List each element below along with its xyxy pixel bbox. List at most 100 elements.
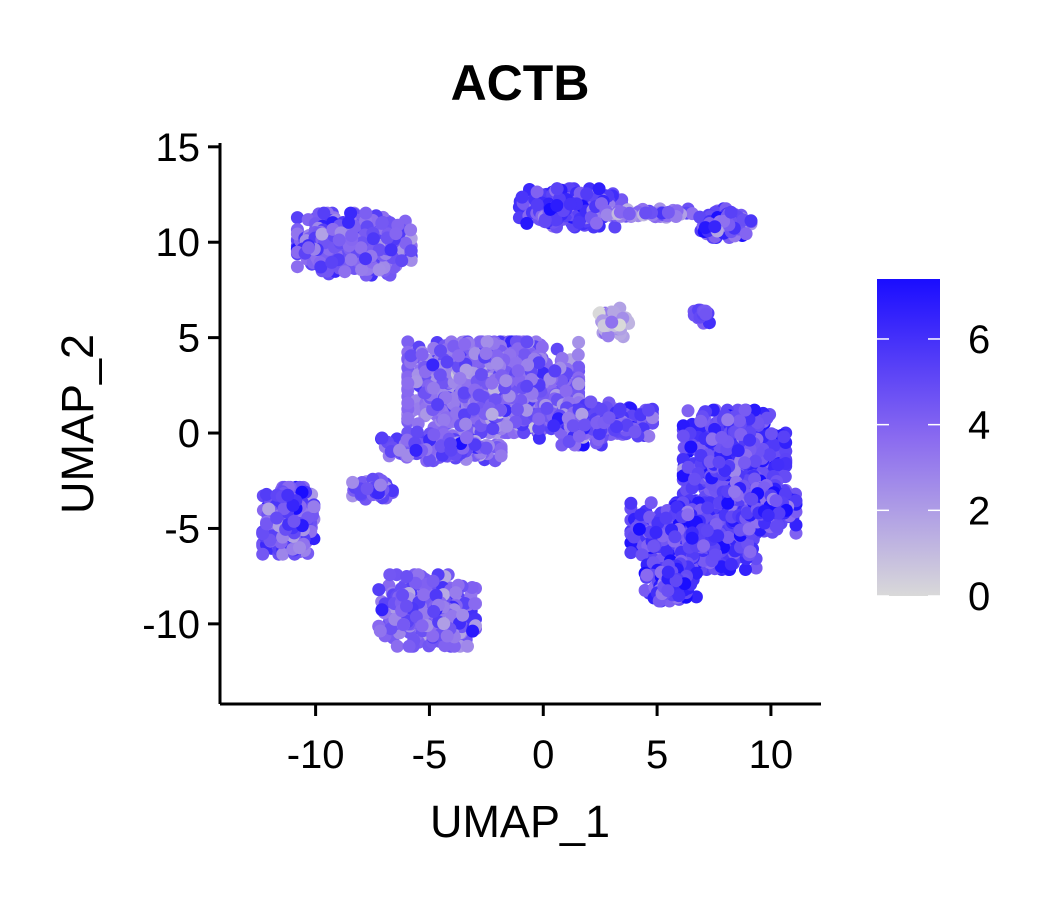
cell-point — [600, 208, 614, 222]
cell-point — [628, 425, 642, 439]
cell-point — [515, 190, 529, 204]
cell-point — [693, 210, 707, 224]
cell-point — [429, 588, 443, 602]
cluster-3 — [346, 472, 399, 506]
cell-point — [590, 216, 603, 230]
cell-point — [427, 428, 441, 442]
cell-point — [427, 381, 440, 395]
cell-point — [332, 233, 346, 247]
cell-point — [400, 570, 414, 583]
cell-point — [467, 402, 480, 416]
cell-point — [389, 227, 403, 241]
cell-point — [511, 364, 525, 378]
cell-point — [390, 639, 404, 653]
cell-point — [440, 629, 454, 643]
cell-point — [342, 215, 355, 229]
cell-point — [538, 213, 552, 227]
cell-point — [440, 355, 454, 369]
cell-point — [287, 514, 301, 528]
cell-point — [338, 265, 352, 279]
cell-point — [384, 243, 398, 257]
cell-point — [510, 403, 524, 416]
cell-point — [409, 576, 422, 590]
cell-point — [449, 586, 463, 600]
cell-point — [325, 255, 339, 269]
cell-point — [580, 187, 594, 201]
cell-point — [437, 617, 451, 631]
cell-point — [317, 206, 331, 220]
cell-point — [550, 199, 564, 212]
cell-point — [468, 597, 482, 611]
cell-point — [520, 216, 534, 230]
cell-point — [397, 618, 410, 632]
cell-point — [290, 211, 304, 225]
cell-point — [465, 581, 479, 594]
cluster-0 — [290, 206, 418, 282]
cell-point — [417, 588, 431, 602]
cell-point — [434, 344, 447, 358]
cell-point — [260, 517, 273, 531]
cell-point — [500, 419, 514, 433]
cluster-2 — [372, 568, 482, 653]
cell-point — [472, 388, 486, 402]
cell-point — [290, 260, 304, 274]
cell-point — [401, 376, 415, 390]
cell-point — [437, 413, 451, 427]
cell-point — [256, 527, 270, 541]
cell-point — [490, 356, 504, 370]
cell-point — [458, 337, 472, 351]
cell-point — [359, 252, 372, 266]
cell-point — [286, 498, 300, 512]
cell-point — [592, 427, 606, 441]
cell-point — [431, 398, 445, 411]
cluster-5 — [599, 202, 699, 224]
cell-point — [410, 425, 424, 439]
cell-point — [355, 263, 369, 277]
cell-point — [360, 482, 374, 496]
cell-point — [375, 603, 389, 617]
cell-point — [499, 374, 513, 388]
cell-point — [293, 541, 306, 555]
cell-point — [426, 574, 440, 588]
cell-point — [366, 232, 380, 246]
cell-point — [547, 419, 561, 433]
cell-point — [404, 253, 418, 267]
cell-point — [607, 305, 621, 319]
cell-point — [661, 205, 675, 219]
cell-point — [456, 608, 470, 622]
cell-point — [359, 206, 373, 220]
chart-title: ACTB — [451, 55, 590, 111]
cell-point — [415, 348, 429, 361]
cell-point — [642, 403, 655, 417]
cell-point — [385, 484, 399, 498]
cell-point — [344, 253, 358, 267]
cell-point — [427, 605, 441, 618]
cell-point — [276, 547, 290, 561]
cell-point — [622, 207, 636, 221]
cell-point — [404, 244, 418, 258]
cell-point — [404, 349, 418, 363]
points-layer — [256, 182, 803, 653]
cell-point — [485, 407, 499, 421]
cell-point — [549, 213, 563, 227]
cell-point — [550, 182, 564, 196]
cell-point — [281, 488, 295, 502]
cell-point — [459, 417, 473, 431]
cell-point — [375, 216, 389, 230]
cluster-11 — [532, 395, 659, 452]
cluster-9 — [401, 335, 586, 440]
cluster-4 — [512, 182, 629, 234]
cell-point — [302, 241, 315, 255]
cell-point — [530, 185, 544, 199]
cell-point — [438, 639, 452, 653]
cell-point — [426, 629, 440, 643]
cell-point — [460, 431, 473, 445]
cell-point — [396, 588, 410, 602]
cell-point — [395, 254, 409, 268]
cell-point — [466, 624, 480, 638]
cell-point — [315, 227, 329, 241]
cell-point — [708, 220, 722, 234]
cell-point — [563, 197, 577, 211]
cell-point — [566, 419, 580, 433]
